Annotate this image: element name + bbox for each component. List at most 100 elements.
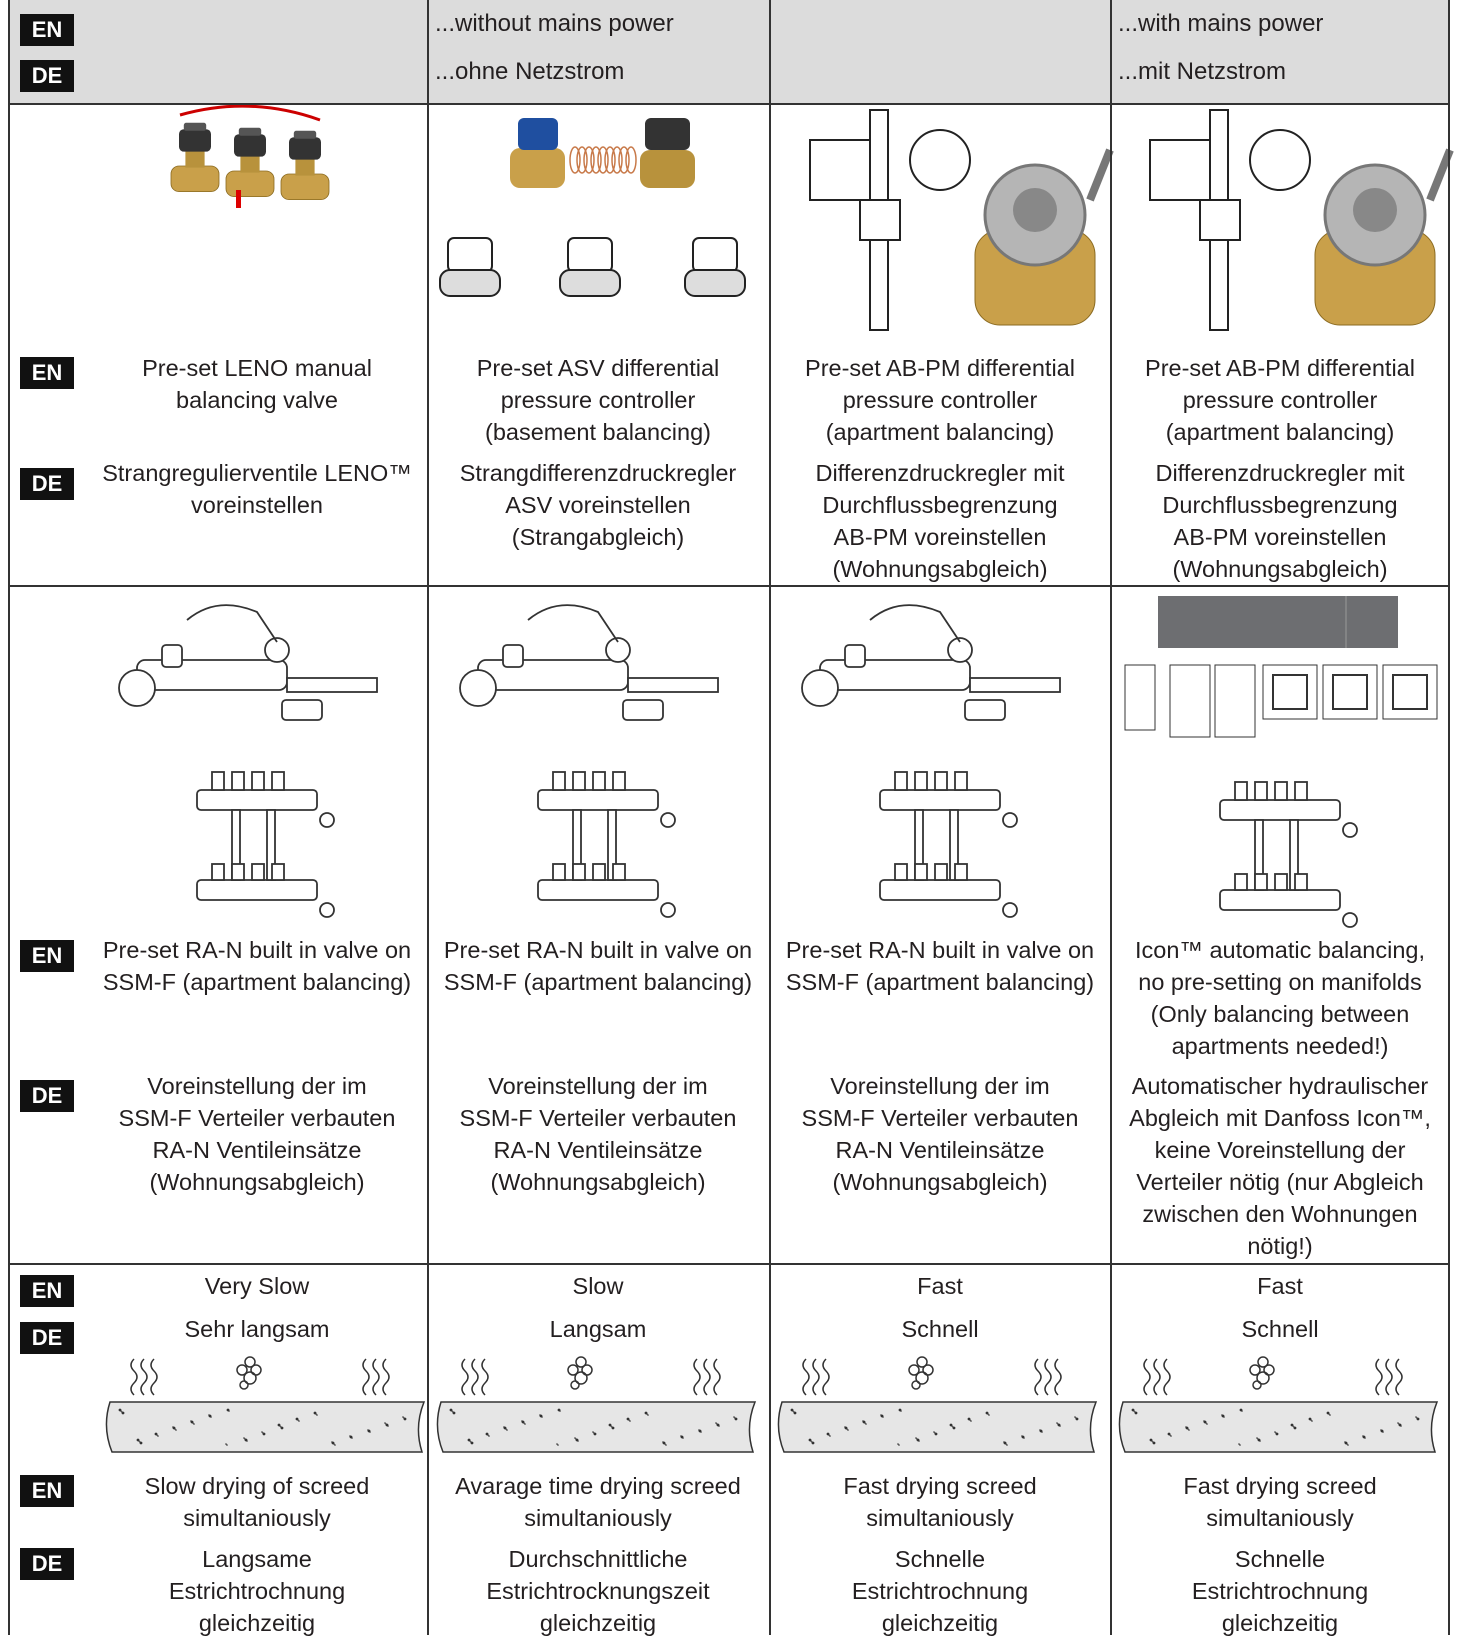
aggregate: [1187, 1428, 1189, 1430]
manifold-pipe: [1289, 819, 1299, 891]
bubble: [250, 1364, 262, 1376]
vapour: [1054, 1358, 1062, 1396]
manifold-bar: [1219, 799, 1341, 821]
cell-text: Avarage time drying screed: [455, 1473, 741, 1499]
aggregate: [700, 1431, 702, 1433]
cell-text: Slow: [572, 1273, 624, 1299]
valve-neck: [185, 150, 205, 168]
aggregate: [792, 1410, 794, 1412]
cell-text: SSM-F Verteiler verbauten: [801, 1105, 1079, 1131]
aggregate: [556, 1443, 558, 1445]
valve-insert: [572, 771, 586, 791]
vapour: [1395, 1358, 1403, 1396]
aggregate: [1223, 1416, 1225, 1418]
valve-body: [170, 165, 220, 193]
port: [118, 669, 156, 707]
vapour: [822, 1358, 830, 1396]
aggregate: [846, 1428, 848, 1430]
valve-body: [225, 170, 275, 198]
manifold-bar: [1219, 889, 1341, 911]
bubble: [1263, 1364, 1275, 1376]
aggregate: [951, 1425, 953, 1427]
aggregate: [1292, 1425, 1294, 1427]
setting-drawing: [459, 604, 719, 721]
cell-text: Verteiler nötig (nur Abgleich: [1136, 1169, 1424, 1195]
aggregate: [1170, 1435, 1172, 1437]
aggregate: [1005, 1443, 1007, 1445]
cell-text: Durchschnittliche: [508, 1546, 688, 1572]
cell-text: Icon™ automatic balancing,: [1135, 937, 1425, 963]
cell-text: Durchflussbegrenzung: [822, 492, 1058, 518]
aggregate: [646, 1413, 648, 1415]
aggregate: [1310, 1419, 1312, 1421]
aggregate: [451, 1410, 453, 1412]
aggregate: [403, 1417, 407, 1421]
cell-text: gleichzeitig: [198, 1610, 316, 1636]
cell-text: (Wohnungsabgleich): [832, 1169, 1048, 1195]
bubble: [581, 1364, 593, 1376]
aggregate: [387, 1425, 389, 1427]
aggregate: [629, 1420, 631, 1422]
aggregate: [829, 1435, 831, 1437]
bubble: [574, 1371, 588, 1385]
bubble: [1257, 1356, 1269, 1368]
cell-text: Pre-set RA-N built in valve on: [443, 937, 753, 963]
bubble: [915, 1371, 929, 1385]
language-badge: EN: [20, 14, 74, 46]
cell-text: Voreinstellung der im: [147, 1073, 367, 1099]
cell-text: SSM-F (apartment balancing): [443, 969, 753, 995]
asv-head: [645, 118, 690, 150]
cell-text: Differenzdruckregler mit: [815, 460, 1065, 486]
valve-body: [280, 173, 330, 201]
aggregate: [865, 1423, 867, 1425]
language-badge: EN: [20, 357, 74, 389]
bubble: [911, 1380, 921, 1390]
manifold-body: [819, 659, 971, 691]
thermostat: [1262, 664, 1318, 720]
aggregate: [1415, 1416, 1417, 1418]
valve-insert: [251, 863, 265, 881]
valve-cap: [234, 134, 266, 157]
column-line: [769, 0, 771, 1635]
bubble: [570, 1380, 580, 1390]
icon-controller: [1124, 596, 1438, 738]
header-text: ...with mains power: [1118, 10, 1324, 37]
thermostat-face: [1272, 674, 1308, 710]
arrow: [179, 104, 321, 122]
aggregate: [933, 1431, 935, 1433]
cell-text: pressure controller: [1182, 387, 1378, 413]
aggregate: [488, 1435, 490, 1437]
cell-text: Strangdifferenzdruckregler: [459, 460, 737, 486]
manifold-pipe: [949, 809, 959, 881]
vapour: [812, 1358, 820, 1396]
end-cap: [319, 902, 335, 918]
bubble: [908, 1364, 920, 1376]
cell-text: Strangregulierventile LENO™: [102, 460, 412, 486]
aggregate: [593, 1432, 597, 1436]
cell-text: (Wohnungsabgleich): [1172, 556, 1388, 582]
valve-insert: [592, 863, 606, 881]
fitting: [859, 199, 901, 241]
aggregate: [523, 1422, 525, 1424]
aggregate: [577, 1440, 579, 1442]
cell-text: (Wohnungsabgleich): [832, 556, 1048, 582]
cell-text: AB-PM voreinstellen: [833, 524, 1047, 550]
fitting: [809, 139, 871, 201]
aggregate: [1134, 1411, 1138, 1415]
asv-head: [518, 118, 558, 150]
aggregate: [628, 1419, 630, 1421]
bubble: [922, 1364, 934, 1376]
valve-insert: [592, 771, 606, 791]
end-cap: [1002, 902, 1018, 918]
vapour: [1385, 1358, 1393, 1396]
vapour: [372, 1358, 380, 1396]
cell-text: Pre-set LENO manual: [142, 355, 372, 381]
aggregate: [225, 1443, 227, 1445]
cell-text: gleichzeitig: [539, 1610, 657, 1636]
aggregate: [715, 1422, 717, 1424]
valve-cap: [179, 129, 211, 152]
ab-pm-drawing: [1149, 109, 1454, 331]
aggregate: [1006, 1444, 1008, 1446]
valve-insert: [894, 863, 908, 881]
valve-insert: [231, 771, 245, 791]
